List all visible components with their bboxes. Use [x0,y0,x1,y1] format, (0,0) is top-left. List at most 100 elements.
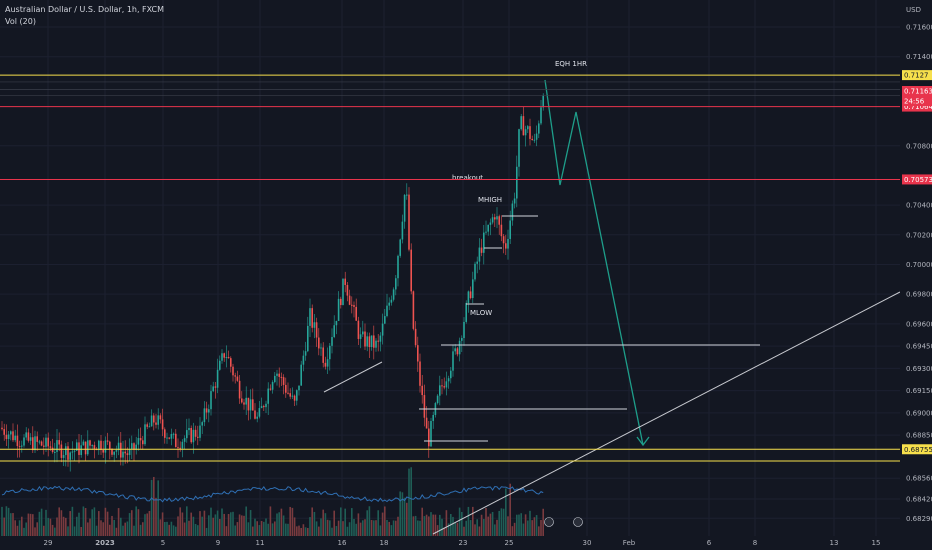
candle-body [245,397,247,405]
volume-bar [179,507,181,536]
volume-bar [309,517,311,536]
level-badge-0[interactable] [902,70,932,81]
volume-bar [410,467,412,536]
volume-bar [423,516,426,536]
x-tick-label: 25 [505,539,514,547]
rising-trend-line[interactable] [432,291,901,535]
candle-body [221,353,223,361]
volume-indicator-label[interactable]: Vol (20) [5,17,36,26]
volume-bar [434,514,437,536]
volume-bar [315,521,318,536]
volume-bar [89,518,91,536]
candle-body [454,348,456,352]
volume-bar [192,516,195,536]
volume-bar [447,523,450,536]
volume-bar [406,502,408,536]
volume-bar [238,514,241,536]
symbol-title[interactable]: Australian Dollar / U.S. Dollar, 1h, FXC… [5,5,165,14]
candle-body [353,305,355,307]
level-badge-3[interactable] [902,444,932,455]
candle-body [10,431,12,435]
volume-bar [285,523,287,536]
time-axis[interactable]: 29 2023 5 9 11 16 18 23 25 30 Feb 6 8 13 15 [0,536,932,550]
volume-bar [221,508,223,536]
candle-body [157,415,159,425]
candle-body [496,216,498,220]
volume-bar [362,520,364,536]
volume-bar [49,518,52,536]
volume-bar [467,506,470,536]
level-badge-1[interactable] [902,101,932,112]
volume-bar [168,524,170,536]
volume-bar [282,515,285,536]
candle-body [326,359,329,367]
x-tick-label: 15 [872,539,881,547]
volume-bar [320,518,322,536]
level-badge-2[interactable] [902,174,932,185]
volume-bar [485,507,487,536]
volume-bar [322,509,324,536]
candle-body [498,216,500,225]
volume-bar [146,513,148,536]
candle-body [311,308,313,328]
candle-body [518,129,520,167]
volume-bar [324,513,327,536]
volume-bar [258,525,261,536]
candle-body [419,361,421,386]
candle-body [3,429,5,435]
volume-bar [311,507,313,536]
volume-bar [205,527,208,536]
candle-body [542,95,544,108]
candle-body [412,291,415,329]
volume-bar [335,526,338,536]
volume-bar [390,525,393,536]
candle-body [133,443,135,450]
volume-bar [254,518,256,536]
candle-body [82,441,85,446]
candle-body [227,357,230,359]
volume-bar [172,525,175,536]
trend-line-short[interactable] [323,361,383,393]
drawings[interactable] [323,79,901,535]
volume-bar [498,510,500,536]
volume-bar [408,468,410,536]
candle-body [538,123,540,134]
candle-body [214,386,217,388]
volume-bar [34,527,36,536]
volume-moving-average [1,485,544,503]
volume-bar [351,508,353,536]
candle-body [505,243,507,249]
price-badge-0[interactable] [902,86,932,96]
volume-bar [375,520,377,536]
volume-bar [452,516,454,536]
candle-body [43,445,45,447]
volume-bar [496,519,498,536]
candle-body [205,408,208,413]
volume-bar [247,522,250,536]
volume-bar [384,506,386,536]
candle-body [346,284,349,296]
volume-bar [280,508,283,536]
volume-bar [256,521,258,536]
candle-body [291,395,294,397]
candle-body [197,436,199,438]
candle-body [34,436,36,451]
volume-bar [491,511,494,536]
candle-body [256,416,258,419]
volume-bar [126,521,129,536]
price-badge-1[interactable] [902,96,932,106]
price-axis-background [900,0,932,550]
projection-arrowhead[interactable] [636,436,650,447]
volume-bar [533,517,536,536]
price-badge-label-0: 0.71163 [904,88,932,96]
horizontal-levels[interactable]: 0.7127 0.71064 0.70573 0.68755 0.71163 24:56 [0,70,932,462]
candle-body [467,291,470,303]
candle-body [194,429,197,437]
candle-body [320,347,322,349]
projection-path[interactable] [544,79,644,446]
